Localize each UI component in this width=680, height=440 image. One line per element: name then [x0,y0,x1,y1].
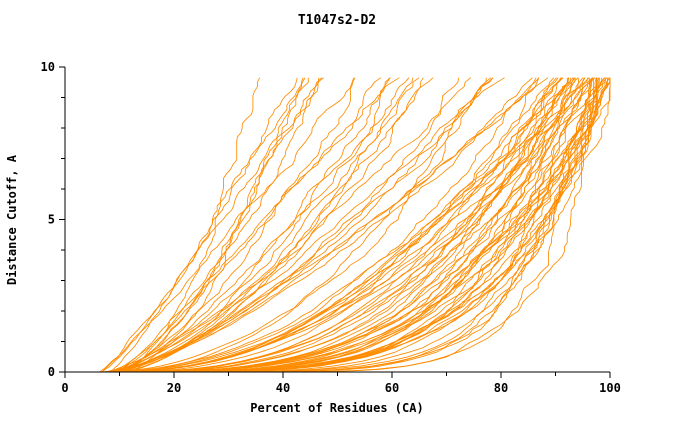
model-curve [115,77,576,373]
model-curves-group [91,77,611,373]
y-tick-label: 10 [41,60,55,74]
model-curve [103,77,410,373]
model-curve [104,77,549,373]
model-curve [118,77,382,373]
model-curve [103,77,533,373]
model-curve [113,77,579,373]
model-curve [101,77,611,373]
tick-labels-group: 0 20 40 60 80 100 0 5 10 [41,60,621,395]
model-curve [109,77,609,373]
y-tick-label: 5 [48,213,55,227]
model-curve [109,77,559,373]
model-curve [99,77,564,373]
model-curve [98,77,569,373]
chart-title: T1047s2-D2 [298,13,376,28]
model-curve [109,77,494,373]
model-curve [100,77,593,373]
model-curve [98,77,608,373]
model-curve [101,77,306,373]
model-curve [99,77,599,373]
model-curve [113,77,594,373]
model-curve [102,77,472,373]
x-tick-label: 100 [599,381,621,395]
model-curve [98,77,492,373]
model-curve [103,77,460,373]
x-tick-label: 40 [276,381,290,395]
model-curve [111,77,424,373]
model-curve [100,77,593,373]
model-curve [104,77,391,373]
model-curve [113,77,568,373]
model-curve [110,77,557,373]
model-curve [99,77,356,373]
model-curve [113,77,487,373]
model-curve [103,77,505,373]
model-curve [109,77,298,373]
x-tick-label: 20 [167,381,181,395]
y-axis-label: Distance Cutoff, A [5,154,19,285]
model-curve [112,77,494,373]
model-curve [105,77,584,373]
model-curve [103,77,540,373]
model-curve [110,77,355,373]
model-curve [95,77,597,373]
model-curve [125,77,261,373]
ticks-group [59,66,611,378]
model-curve [112,77,593,373]
model-curve [124,77,413,373]
model-curve [114,77,576,373]
x-tick-label: 60 [385,381,399,395]
model-curve [100,77,324,373]
model-curve [106,77,540,373]
model-curve [114,77,574,373]
model-curve [116,77,589,373]
model-curve [111,77,570,373]
model-curve [113,77,320,373]
y-tick-label: 0 [48,365,55,379]
model-curve [93,77,611,373]
model-curve [114,77,611,373]
model-curve [105,77,580,373]
x-axis-label: Percent of Residues (CA) [250,401,423,415]
x-tick-label: 80 [494,381,508,395]
model-curve [115,77,391,373]
model-curve [111,77,400,373]
model-curve [99,77,605,373]
model-curve [111,77,309,373]
model-curve [102,77,563,373]
model-curve [126,77,304,373]
model-curve [107,77,564,373]
x-tick-label: 0 [61,381,68,395]
